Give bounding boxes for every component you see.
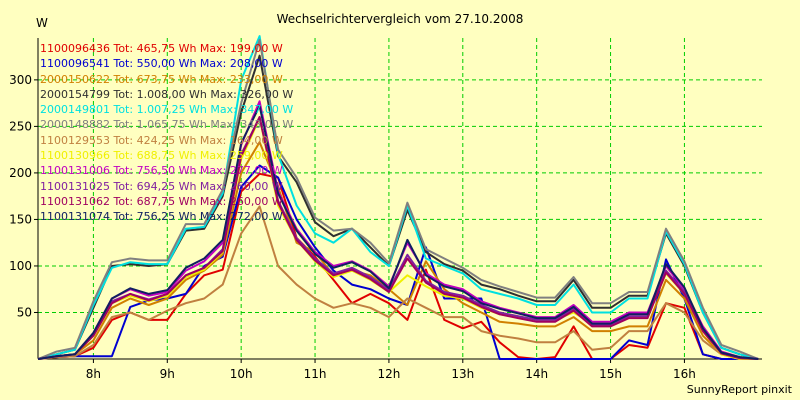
x-tick-label: 11h [304, 367, 327, 381]
series-line-3 [37, 141, 759, 360]
x-tick-label: 14h [525, 367, 548, 381]
y-tick-label: 250 [9, 119, 32, 133]
y-tick-label: 300 [9, 73, 32, 87]
legend-entry-7: 1100129553 Tot: 424,25 Wh Max: 164,00 W [40, 133, 283, 147]
credit-text: SunnyReport pinxit [686, 383, 792, 396]
x-tick-label: 13h [451, 367, 474, 381]
y-tick-label: 50 [17, 305, 32, 319]
legend-entry-3: 2000150622 Tot: 673,75 Wh Max: 233,00 W [40, 72, 283, 86]
series-line-7 [37, 205, 759, 360]
x-tick-label: 16h [673, 367, 696, 381]
x-tick-label: 15h [599, 367, 622, 381]
legend-entry-5: 2000149801 Tot: 1.007,25 Wh Max: 347,00 … [40, 103, 294, 117]
series-line-1 [37, 172, 759, 360]
chart-title: Wechselrichtervergleich vom 27.10.2008 [276, 12, 524, 26]
legend-entry-8: 1100130966 Tot: 688,75 Wh Max: 259,00 W [40, 149, 283, 163]
legend-entry-4: 2000154799 Tot: 1.008,00 Wh Max: 326,00 … [40, 87, 294, 101]
legend: 1100096436 Tot: 465,75 Wh Max: 199,00 W 1… [40, 41, 293, 225]
legend-entry-2: 1100096541 Tot: 550,00 Wh Max: 208,00 W [40, 57, 283, 71]
legend-entry-6: 2000148882 Tot: 1.065,75 Wh Max: 343,00 … [40, 118, 294, 132]
legend-entry-1: 1100096436 Tot: 465,75 Wh Max: 199,00 W [40, 42, 283, 55]
series-line-6 [37, 38, 759, 360]
x-tick-label: 12h [377, 367, 400, 381]
y-tick-label: 100 [9, 259, 32, 273]
series-line-11 [37, 116, 759, 360]
legend-entry-9: 1100131006 Tot: 756,50 Wh Max: 277,00 W [40, 164, 283, 178]
x-tick-label: 10h [230, 367, 253, 381]
y-tick-label: 200 [9, 166, 32, 180]
y-tick-label: 150 [9, 212, 32, 226]
x-tick-label: 8h [86, 367, 101, 381]
y-axis-unit: W [36, 16, 48, 30]
x-tick-label: 9h [160, 367, 175, 381]
series-line-12 [37, 104, 759, 360]
legend-entry-11: 1100131062 Tot: 687,75 Wh Max: 260,00 W [40, 194, 283, 208]
legend-entry-10: 1100131025 Tot: 694,25 Wh Max: 260,00 W [40, 179, 283, 193]
legend-entry-12: 1100131074 Tot: 756,25 Wh Max: 272,00 W [40, 210, 283, 224]
